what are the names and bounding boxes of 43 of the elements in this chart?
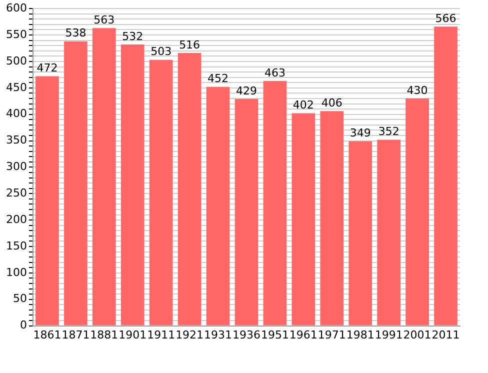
data-label: 349: [350, 126, 371, 140]
x-tick-label: 2011: [432, 328, 460, 342]
data-label: 538: [65, 26, 86, 40]
y-tick-label: 450: [6, 80, 27, 94]
y-tick-label: 100: [6, 266, 27, 279]
x-tick-label: 1936: [232, 328, 260, 342]
data-label: 566: [435, 12, 456, 25]
x-tick-label: 1911: [147, 328, 176, 342]
y-tick-label: 500: [6, 54, 27, 68]
x-tick-label: 1921: [176, 328, 204, 342]
x-tick-label: 1881: [90, 328, 118, 342]
data-label: 463: [264, 66, 286, 80]
data-label: 563: [94, 14, 115, 27]
x-tick-label: 2001: [403, 328, 432, 342]
y-tick-label: 0: [20, 318, 27, 332]
data-label: 352: [378, 125, 400, 138]
x-tick-label: 1971: [318, 328, 346, 342]
y-tick-label: 150: [6, 239, 27, 252]
x-tick-label: 1961: [289, 328, 318, 342]
y-tick-label: 250: [6, 186, 27, 200]
y-tick-label: 300: [6, 160, 27, 174]
data-label: 429: [236, 84, 257, 98]
x-tick-label: 1861: [33, 328, 62, 342]
data-label: 430: [406, 84, 428, 97]
x-tick-label: 1981: [346, 328, 374, 342]
x-tick-label: 1871: [62, 328, 90, 342]
y-tick-label: 50: [12, 292, 27, 306]
x-tick-label: 1951: [260, 328, 289, 342]
data-label: 516: [179, 38, 200, 52]
x-tick-label: 1901: [118, 328, 147, 342]
y-tick-label: 350: [6, 134, 27, 147]
data-label: 406: [321, 96, 342, 110]
y-tick-label: 600: [6, 1, 27, 14]
y-tick-label: 200: [6, 212, 27, 226]
data-label: 503: [150, 45, 172, 58]
data-label: 452: [208, 72, 229, 86]
x-tick-label: 1931: [204, 328, 232, 342]
x-tick-label: 1991: [374, 328, 403, 342]
data-label: 472: [36, 62, 58, 75]
data-label: 402: [292, 98, 314, 112]
data-label: 532: [122, 30, 144, 43]
y-tick-label: 550: [6, 28, 27, 41]
y-tick-label: 400: [6, 107, 27, 120]
